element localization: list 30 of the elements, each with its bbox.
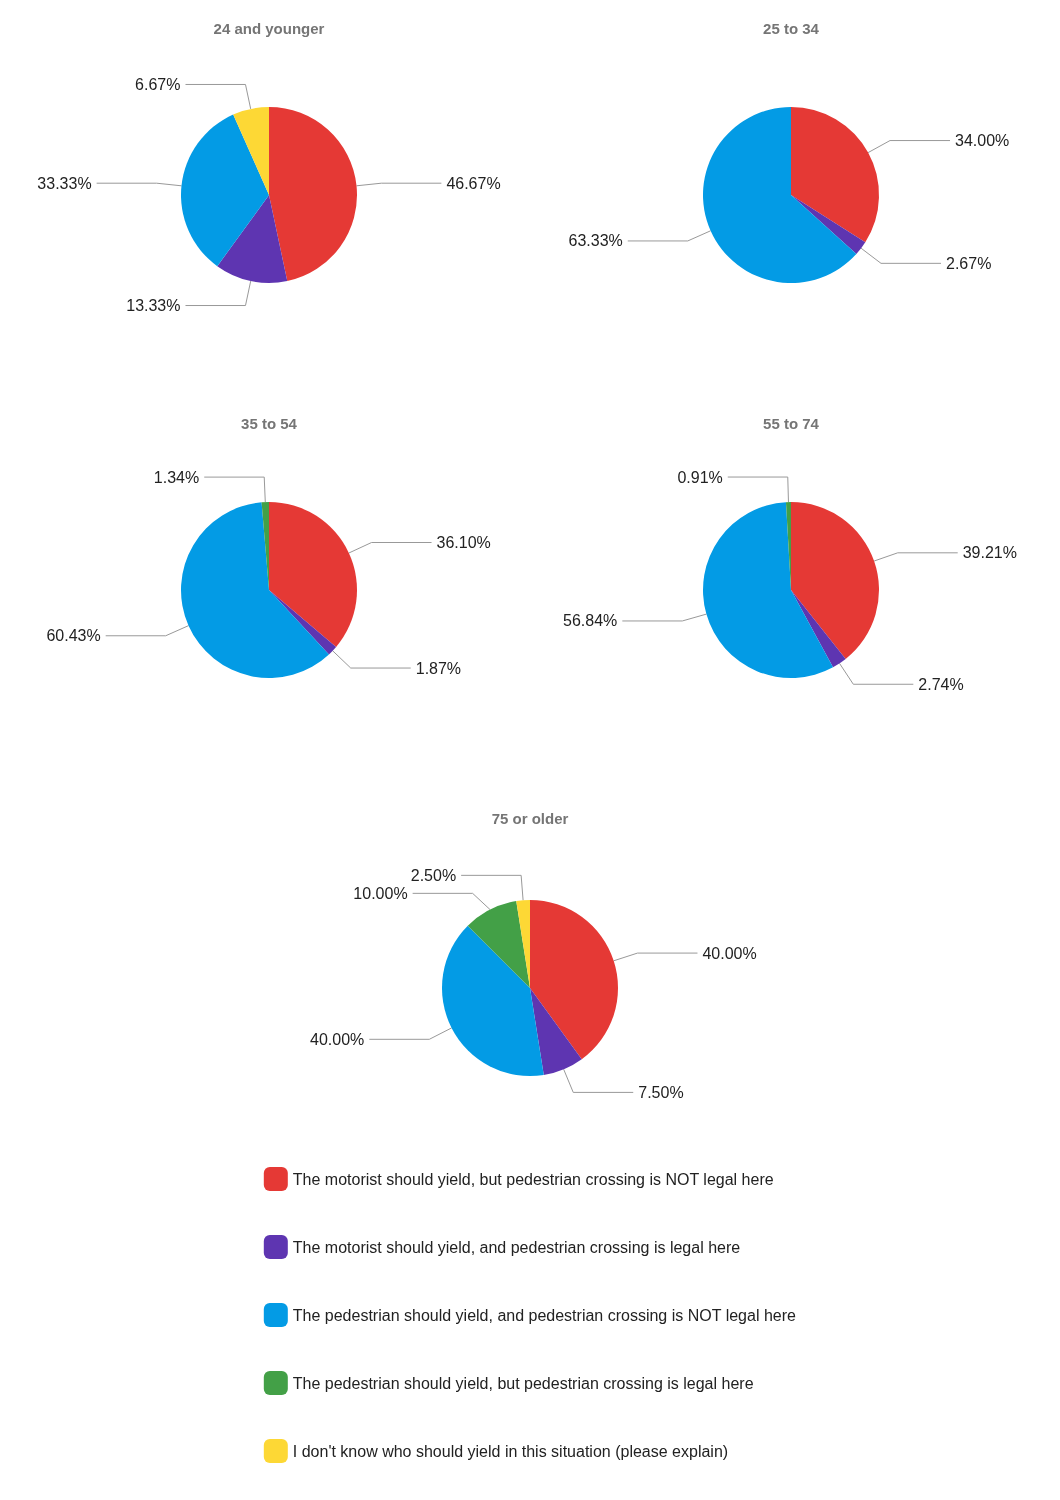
chart-title: 24 and younger (213, 20, 325, 37)
legend-label: I don't know who should yield in this situation (please explain) (292, 1442, 729, 1460)
data-label: 39.21% (962, 544, 1017, 562)
data-label: 2.67% (946, 254, 992, 272)
data-label: 0.91% (677, 468, 723, 486)
data-label: 56.84% (563, 612, 618, 630)
legend-label: The pedestrian should yield, and pedestrian crossing is NOT legal here (292, 1306, 797, 1324)
data-label: 40.00% (702, 944, 757, 962)
data-label: 1.87% (415, 659, 462, 677)
data-label: 13.33% (126, 297, 181, 315)
legend-label: The motorist should yield, and pedestrian crossing is legal here (292, 1238, 741, 1256)
data-label: 36.10% (436, 534, 491, 552)
legend-label: The motorist should yield, but pedestrian crossing is NOT legal here (292, 1170, 774, 1188)
data-label: 46.67% (446, 174, 501, 192)
data-label: 40.00% (310, 1030, 365, 1048)
chart-title: 75 or older (491, 810, 569, 827)
data-label: 33.33% (37, 174, 92, 192)
chart-title: 55 to 74 (763, 415, 820, 432)
data-label: 10.00% (353, 884, 408, 902)
legend-label: The pedestrian should yield, but pedestrian crossing is legal here (292, 1374, 754, 1392)
data-label: 60.43% (46, 627, 101, 645)
chart-title: 35 to 54 (241, 415, 298, 432)
data-label: 2.74% (918, 675, 964, 693)
chart-title: 25 to 34 (763, 20, 820, 37)
data-label: 6.67% (135, 75, 181, 93)
data-label: 7.50% (638, 1083, 684, 1101)
data-label: 1.34% (153, 468, 200, 486)
data-label: 34.00% (955, 132, 1010, 150)
data-label: 63.33% (568, 232, 623, 250)
data-label: 2.50% (410, 866, 457, 884)
